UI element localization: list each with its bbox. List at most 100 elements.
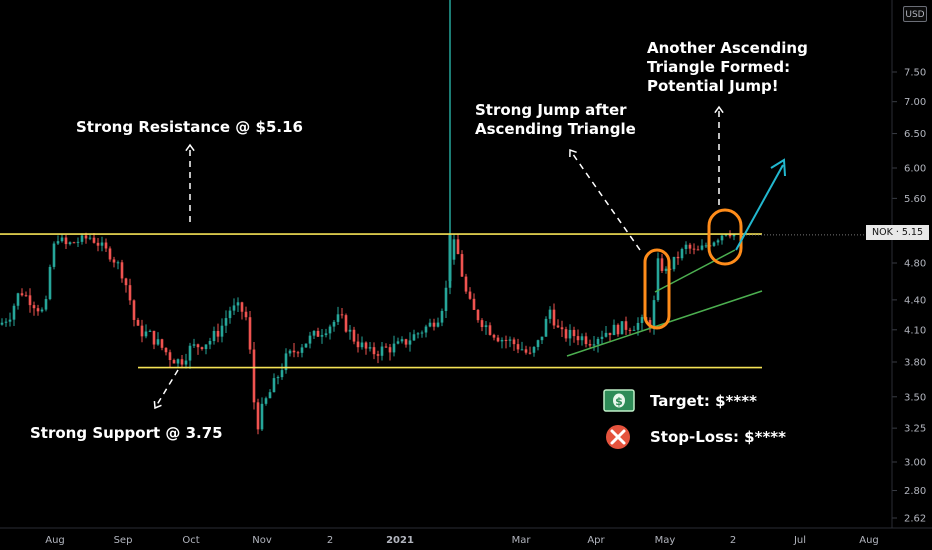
candle-body (228, 310, 232, 319)
candle-body (328, 326, 332, 334)
candle-body (92, 237, 96, 243)
candle-body (164, 347, 168, 353)
candle-body (160, 339, 164, 348)
candle-body (76, 241, 80, 243)
support-label: Strong Support @ 3.75 (30, 424, 223, 442)
candle-body (112, 259, 116, 263)
another-arrow-head (714, 105, 724, 114)
candle-body (500, 339, 504, 342)
jump-label-line1: Strong Jump after (475, 101, 627, 119)
candle-body (116, 262, 120, 264)
candle-body (512, 339, 516, 345)
candle-body (440, 310, 444, 323)
candle-body (320, 335, 324, 337)
candle-body (308, 335, 312, 344)
candle-body (216, 330, 220, 337)
candle-body (192, 344, 196, 346)
candle-body (520, 349, 524, 351)
candle-body (600, 336, 604, 339)
candle-body (528, 352, 532, 354)
candle-body (232, 305, 236, 311)
x-tick-label: Sep (114, 535, 133, 546)
candle-body (128, 285, 132, 301)
candle-body (560, 327, 564, 330)
candle-body (676, 256, 680, 259)
candle-body (20, 293, 24, 296)
x-tick-label: 2 (730, 535, 736, 546)
jump-arrow (569, 149, 641, 251)
candle-body (420, 332, 424, 334)
candle-body (348, 329, 352, 332)
y-tick-label: 4.10 (904, 325, 926, 336)
candle-body (88, 237, 92, 239)
candle-body (620, 321, 624, 335)
candle-body (704, 245, 708, 247)
candle-body (312, 330, 316, 336)
candle-body (200, 347, 204, 350)
jump-arrow-head (569, 148, 577, 158)
candle-body (176, 359, 180, 364)
candle-body (492, 334, 496, 338)
x-tick-label: Aug (859, 535, 879, 546)
candle-body (732, 233, 736, 237)
candle-body (444, 287, 448, 311)
candle-body (220, 325, 224, 337)
candle-body (452, 239, 456, 260)
candle-body (696, 249, 700, 251)
candle-body (592, 344, 596, 346)
candle-body (340, 314, 344, 316)
candle-body (556, 325, 560, 328)
candle-body (304, 343, 308, 348)
candle-body (144, 331, 148, 337)
candle-body (172, 360, 176, 364)
candle-body (532, 346, 536, 353)
candle-body (432, 322, 436, 327)
candle-body (376, 354, 380, 356)
candle-body (672, 256, 676, 270)
candle-body (56, 241, 60, 244)
x-tick-label: May (655, 535, 676, 546)
candle-body (392, 343, 396, 353)
last-price-tag: NOK · 5.15 (866, 225, 930, 240)
candle-body (180, 359, 184, 365)
x-tick-label: Aug (45, 535, 65, 546)
candle-body (476, 309, 480, 321)
candle-body (712, 242, 716, 246)
candle-body (36, 308, 40, 312)
currency-button[interactable]: USD (903, 6, 927, 22)
candle-body (12, 305, 16, 320)
x-tick-label: Oct (182, 535, 199, 546)
candle-body (300, 347, 304, 353)
candle-body (368, 347, 372, 349)
resistance-label: Strong Resistance @ $5.16 (76, 118, 303, 136)
candle-body (244, 311, 248, 318)
candle-body (72, 242, 76, 244)
stop-icon (606, 425, 630, 449)
candle-body (96, 242, 100, 246)
candle-body (624, 321, 628, 330)
highlight-ellipse-triangle (707, 208, 743, 266)
candle-body (496, 337, 500, 342)
another-label-line1: Another Ascending (647, 39, 808, 57)
projection-arrow-head (770, 158, 786, 177)
money-icon-center (613, 393, 625, 408)
candle-body (564, 329, 568, 339)
candle-body (292, 350, 296, 353)
candle-body (84, 235, 88, 239)
candle-body (436, 322, 440, 327)
candle-body (124, 278, 128, 286)
candle-body (700, 245, 704, 250)
candle-body (480, 320, 484, 328)
y-tick-label: 6.50 (904, 129, 926, 140)
x-tick-label: 2 (327, 535, 333, 546)
money-icon-glyph: $ (615, 395, 623, 408)
candle-body (660, 258, 664, 271)
candle-body (684, 244, 688, 249)
candle-body (380, 346, 384, 356)
candle-body (464, 276, 468, 292)
candle-body (688, 244, 692, 249)
candle-body (28, 295, 32, 306)
candle-body (360, 342, 364, 348)
candle-body (240, 302, 244, 312)
